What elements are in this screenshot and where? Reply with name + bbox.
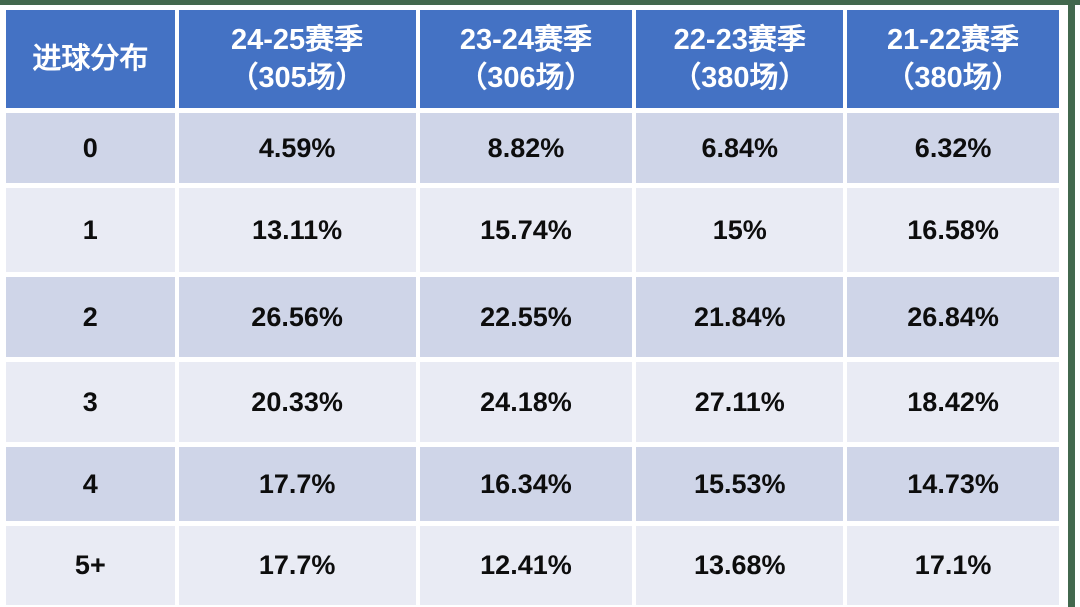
row-label: 2 bbox=[6, 277, 175, 357]
header-row: 进球分布 24-25赛季 （305场） 23-24赛季 （306场） 22-23… bbox=[6, 10, 1059, 108]
table-cell: 15% bbox=[636, 188, 844, 272]
table-cell: 27.11% bbox=[636, 362, 844, 442]
header-title: 23-24赛季 bbox=[459, 23, 593, 56]
table-cell: 4.59% bbox=[178, 113, 416, 183]
table-cell: 8.82% bbox=[419, 113, 633, 183]
table-cell: 12.41% bbox=[419, 526, 633, 605]
table-cell: 26.84% bbox=[847, 277, 1059, 357]
goals-distribution-table: 进球分布 24-25赛季 （305场） 23-24赛季 （306场） 22-23… bbox=[2, 5, 1063, 607]
column-header-season-24-25: 24-25赛季 （305场） bbox=[178, 10, 416, 108]
table-cell: 13.11% bbox=[178, 188, 416, 272]
column-header-season-22-23: 22-23赛季 （380场） bbox=[636, 10, 844, 108]
table-cell: 16.34% bbox=[419, 447, 633, 521]
column-header-goals-distribution: 进球分布 bbox=[6, 10, 175, 108]
table-cell: 15.74% bbox=[419, 188, 633, 272]
table-cell: 24.18% bbox=[419, 362, 633, 442]
table-cell: 16.58% bbox=[847, 188, 1059, 272]
table-cell: 26.56% bbox=[178, 277, 416, 357]
table-row-goals-5plus: 5+ 17.7% 12.41% 13.68% 17.1% bbox=[6, 526, 1059, 605]
table-row-goals-0: 0 4.59% 8.82% 6.84% 6.32% bbox=[6, 113, 1059, 183]
row-label: 3 bbox=[6, 362, 175, 442]
table-cell: 21.84% bbox=[636, 277, 844, 357]
frame-top-edge bbox=[0, 0, 1080, 5]
header-subtitle: （380场） bbox=[672, 62, 808, 94]
table-cell: 22.55% bbox=[419, 277, 633, 357]
row-label: 1 bbox=[6, 188, 175, 272]
header-title: 进球分布 bbox=[32, 42, 149, 75]
table-cell: 6.32% bbox=[847, 113, 1059, 183]
header-subtitle: （305场） bbox=[229, 62, 365, 94]
table-cell: 18.42% bbox=[847, 362, 1059, 442]
header-subtitle: （380场） bbox=[885, 62, 1021, 94]
table-row-goals-4: 4 17.7% 16.34% 15.53% 14.73% bbox=[6, 447, 1059, 521]
table-cell: 17.7% bbox=[178, 526, 416, 605]
table-row-goals-1: 1 13.11% 15.74% 15% 16.58% bbox=[6, 188, 1059, 272]
table-cell: 20.33% bbox=[178, 362, 416, 442]
frame-right-edge bbox=[1068, 0, 1075, 607]
table-row-goals-2: 2 26.56% 22.55% 21.84% 26.84% bbox=[6, 277, 1059, 357]
table-row-goals-3: 3 20.33% 24.18% 27.11% 18.42% bbox=[6, 362, 1059, 442]
column-header-season-21-22: 21-22赛季 （380场） bbox=[847, 10, 1059, 108]
header-title: 21-22赛季 bbox=[886, 23, 1020, 56]
header-title: 24-25赛季 bbox=[231, 23, 364, 56]
header-title: 22-23赛季 bbox=[673, 23, 806, 56]
header-subtitle: （306场） bbox=[458, 62, 594, 94]
row-label: 5+ bbox=[6, 526, 175, 605]
table-cell: 17.1% bbox=[847, 526, 1059, 605]
table-cell: 17.7% bbox=[178, 447, 416, 521]
table-cell: 6.84% bbox=[636, 113, 844, 183]
column-header-season-23-24: 23-24赛季 （306场） bbox=[419, 10, 633, 108]
row-label: 4 bbox=[6, 447, 175, 521]
table-cell: 15.53% bbox=[636, 447, 844, 521]
row-label: 0 bbox=[6, 113, 175, 183]
table-cell: 13.68% bbox=[636, 526, 844, 605]
table-cell: 14.73% bbox=[847, 447, 1059, 521]
